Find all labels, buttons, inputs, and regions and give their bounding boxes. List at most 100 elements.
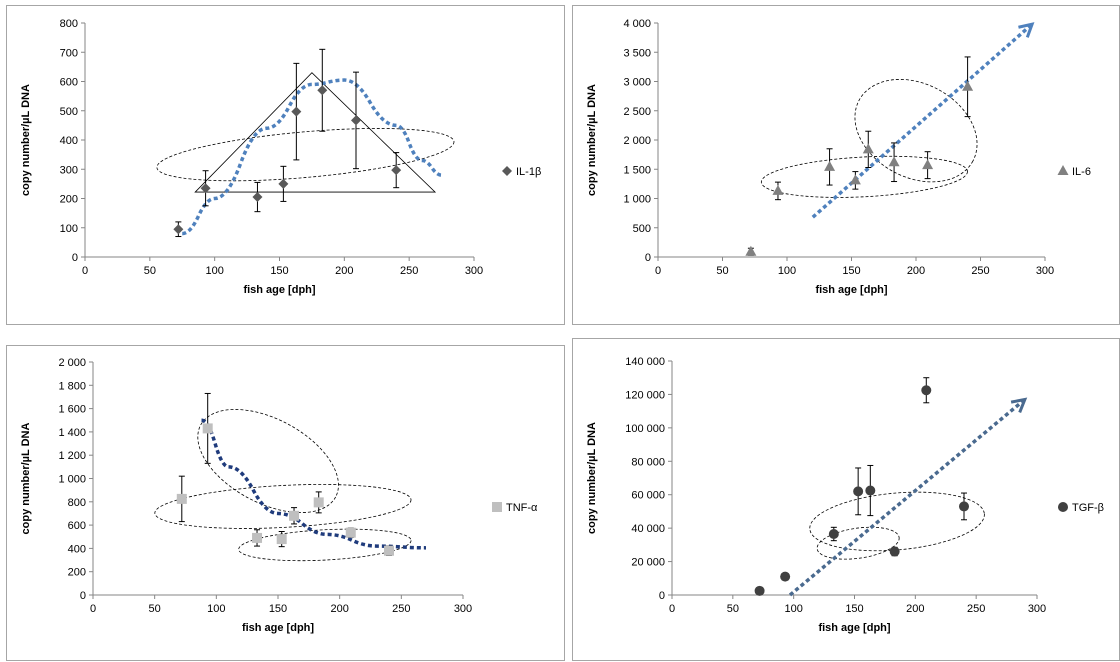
legend-marker: [1057, 165, 1069, 175]
data-point: [345, 527, 356, 538]
y-tick-label: 140 000: [625, 356, 665, 368]
chart-panel-tnfa: 0 50 100 150 200 250 300 0 200 400 600 800 1 000 1 20…: [6, 345, 565, 661]
data-point: [384, 545, 394, 556]
y-tick-label: 2 000: [623, 135, 651, 147]
y-tick-label: 40 000: [631, 523, 665, 535]
trend-line: [182, 78, 442, 236]
y-tick-label: 60 000: [631, 490, 665, 502]
y-axis-title: copy number/µL DNA: [586, 422, 598, 534]
x-tick-label: 200: [907, 265, 925, 277]
data-point: [853, 486, 864, 497]
y-tick-label: 100 000: [625, 423, 665, 435]
x-tick-label: 0: [90, 603, 96, 615]
x-tick-label: 250: [971, 265, 989, 277]
trend-arrowhead: [1010, 397, 1028, 414]
data-point: [202, 423, 213, 434]
y-tick-label: 0: [645, 252, 651, 264]
y-tick-label: 1 600: [58, 404, 86, 416]
data-point: [828, 528, 839, 539]
data-point: [889, 546, 900, 557]
y-tick-label: 300: [60, 164, 78, 176]
x-tick-label: 200: [330, 603, 348, 615]
x-tick-label: 50: [144, 265, 156, 277]
y-tick-label: 3 500: [623, 47, 651, 59]
chart-panel-il1b: 0 50 100 150 200 250 300 0 100 200 300 400 500 600 700…: [6, 5, 565, 325]
data-point: [200, 183, 211, 194]
x-tick-label: 0: [655, 265, 661, 277]
y-tick-label: 0: [72, 252, 78, 264]
group-ellipse: [197, 409, 339, 514]
data-point: [176, 493, 187, 504]
y-tick-label: 3 000: [623, 77, 651, 89]
trend-arrowhead: [1018, 22, 1035, 38]
y-tick-label: 500: [633, 223, 651, 235]
legend-marker: [492, 502, 502, 512]
y-tick-label: 4 000: [623, 18, 651, 30]
x-tick-label: 50: [727, 603, 739, 615]
y-tick-label: 100: [60, 223, 78, 235]
legend-marker: [1058, 502, 1068, 512]
data-point: [317, 85, 328, 96]
x-tick-label: 200: [335, 265, 353, 277]
legend-label: TNF-α: [506, 502, 538, 514]
y-tick-label: 0: [80, 590, 86, 602]
x-tick-label: 150: [269, 603, 287, 615]
x-axis-title: fish age [dph]: [242, 622, 314, 634]
y-tick-label: 1 000: [623, 194, 651, 206]
x-tick-label: 300: [454, 603, 472, 615]
data-point: [862, 143, 874, 154]
data-point: [962, 80, 974, 91]
y-tick-label: 200: [68, 567, 86, 579]
data-point: [351, 115, 362, 126]
data-point: [865, 485, 876, 496]
data-point: [313, 497, 324, 508]
x-tick-label: 0: [82, 265, 88, 277]
x-tick-label: 0: [669, 603, 675, 615]
chart-tnfa: 0 50 100 150 200 250 300 0 200 400 600 800 1 000 1 20…: [20, 357, 538, 634]
legend-label: IL-6: [1072, 166, 1091, 178]
y-tick-label: 400: [68, 543, 86, 555]
x-tick-label: 50: [716, 265, 728, 277]
legend-marker: [502, 166, 512, 176]
trend-line: [201, 418, 427, 550]
chart-il6: 0 50 100 150 200 250 300 0 500 1 000 1 500 2 000 2 5…: [586, 18, 1091, 296]
group-ellipse: [816, 526, 900, 560]
y-tick-label: 800: [60, 18, 78, 30]
chart-panel-tgfb: 0 50 100 150 200 250 300 0 20 000 40 000 60 000 80 …: [572, 338, 1120, 661]
data-point: [888, 156, 900, 167]
x-tick-label: 300: [1036, 265, 1054, 277]
y-tick-label: 0: [659, 590, 665, 602]
y-tick-label: 20 000: [631, 557, 665, 569]
y-axis-title: copy number/µL DNA: [586, 84, 598, 196]
data-point: [278, 178, 289, 189]
y-tick-label: 2 000: [58, 357, 86, 369]
y-tick-label: 800: [68, 497, 86, 509]
y-tick-label: 600: [60, 77, 78, 89]
y-tick-label: 200: [60, 194, 78, 206]
y-axis-title: copy number/µL DNA: [20, 84, 32, 196]
data-point: [780, 571, 791, 582]
x-tick-label: 150: [842, 265, 860, 277]
x-tick-label: 150: [845, 603, 863, 615]
data-point: [772, 184, 784, 195]
data-point: [252, 192, 263, 203]
x-tick-label: 100: [205, 265, 223, 277]
x-tick-label: 150: [270, 265, 288, 277]
y-tick-label: 700: [60, 47, 78, 59]
x-tick-label: 300: [465, 265, 483, 277]
group-ellipse: [854, 79, 978, 183]
x-axis-title: fish age [dph]: [815, 284, 887, 296]
x-tick-label: 100: [778, 265, 796, 277]
chart-tgfb: 0 50 100 150 200 250 300 0 20 000 40 000 60 000 80 …: [586, 356, 1104, 634]
y-tick-label: 120 000: [625, 389, 665, 401]
trend-line: [811, 22, 1034, 219]
y-tick-label: 400: [60, 135, 78, 147]
y-tick-label: 600: [68, 520, 86, 532]
data-point: [824, 160, 836, 171]
y-tick-label: 1 200: [58, 450, 86, 462]
y-tick-label: 500: [60, 106, 78, 118]
data-point: [754, 585, 765, 596]
y-tick-label: 1 800: [58, 380, 86, 392]
y-tick-label: 80 000: [631, 456, 665, 468]
chart-il1b: 0 50 100 150 200 250 300 0 100 200 300 400 500 600 700…: [20, 18, 541, 296]
